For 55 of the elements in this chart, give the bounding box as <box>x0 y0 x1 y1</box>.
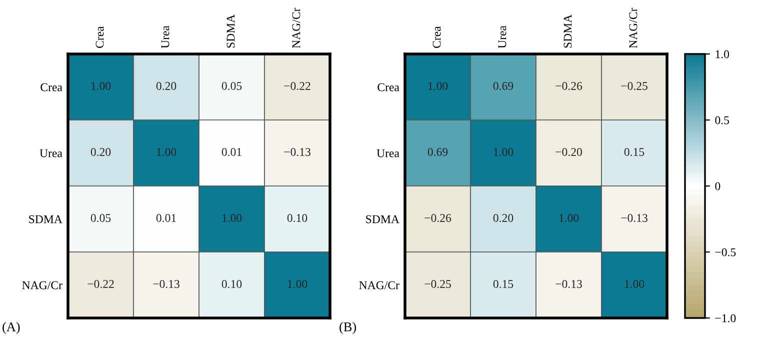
x-tick-label: Urea <box>498 26 506 48</box>
color-bar-label: 0.5 <box>715 116 730 124</box>
y-tick-label: Urea <box>40 149 62 158</box>
color-bar-label: −1.0 <box>715 314 736 322</box>
x-tick-label: SDMA <box>226 14 235 48</box>
text: (A) <box>2 322 20 334</box>
data-label: −0.13 <box>284 148 310 156</box>
y-tick-label: NAG/Cr <box>22 281 62 290</box>
y-tick-label: Crea <box>378 83 400 92</box>
data-label: 0.01 <box>156 214 176 222</box>
data-label: −0.22 <box>88 280 114 288</box>
data-label: 1.00 <box>91 82 111 90</box>
data-label: −0.26 <box>556 82 582 90</box>
color-bar-label: −0.5 <box>715 248 736 256</box>
data-label: −0.13 <box>556 280 582 288</box>
data-label: 0.15 <box>624 148 644 156</box>
data-label: −0.13 <box>621 214 648 222</box>
data-label: 0.10 <box>222 280 242 288</box>
data-label: 0.20 <box>493 214 514 222</box>
y-tick-label: NAG/Cr <box>359 281 400 290</box>
color-bar-label: 1.0 <box>716 50 730 58</box>
x-tick-label: SDMA <box>564 14 572 48</box>
data-label: 0.15 <box>493 280 514 288</box>
data-label: 1.00 <box>494 148 514 156</box>
data-label: −0.20 <box>556 148 582 156</box>
x-tick-label: NAG/Cr <box>292 8 300 48</box>
text: (B) <box>340 322 356 334</box>
data-label: 0.20 <box>90 148 111 156</box>
data-label: 1.00 <box>559 214 579 222</box>
data-label: 0.05 <box>222 82 242 90</box>
data-label: 0.69 <box>428 148 448 156</box>
x-tick-label: Crea <box>432 26 441 48</box>
data-label: −0.26 <box>424 214 452 222</box>
data-label: 0.20 <box>156 82 176 90</box>
data-label: 0.01 <box>222 148 242 156</box>
data-label: 1.00 <box>624 280 644 288</box>
data-label: 0.05 <box>90 214 111 222</box>
y-tick-label: SDMA <box>29 215 62 224</box>
data-label: 0.69 <box>493 82 514 90</box>
y-tick-label: Urea <box>376 149 400 158</box>
data-label: −0.25 <box>424 280 451 288</box>
data-label: 1.00 <box>156 148 176 156</box>
data-label: −0.22 <box>284 82 310 90</box>
x-tick-label: NAG/Cr <box>629 8 638 48</box>
y-tick-label: SDMA <box>366 215 400 224</box>
data-label: 0.10 <box>287 214 308 222</box>
y-tick-label: Crea <box>40 83 62 92</box>
x-tick-label: Crea <box>96 26 104 48</box>
data-label: 1.00 <box>428 82 448 90</box>
data-label: 1.00 <box>222 214 242 222</box>
color-bar-label: 0 <box>715 182 720 190</box>
data-label: 1.00 <box>288 280 308 288</box>
x-tick-label: Urea <box>161 26 170 48</box>
data-label: −0.13 <box>153 280 180 288</box>
data-label: −0.25 <box>621 82 648 90</box>
